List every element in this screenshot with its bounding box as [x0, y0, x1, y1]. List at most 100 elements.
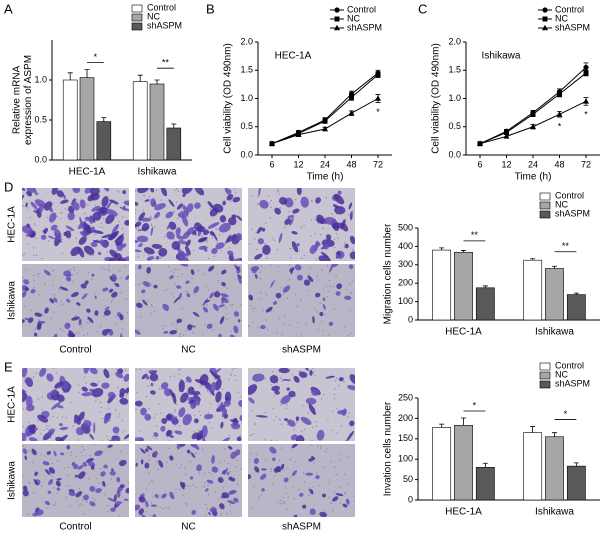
pore [322, 329, 324, 332]
pore [61, 329, 64, 332]
cell [315, 475, 320, 480]
pore [213, 255, 215, 258]
pore [236, 460, 239, 462]
pore [199, 385, 201, 387]
pore [100, 325, 102, 327]
panel-label: D [4, 179, 13, 194]
cell [259, 199, 269, 209]
pore [23, 253, 25, 255]
cell [57, 405, 64, 409]
pore [170, 270, 172, 272]
cell [169, 491, 175, 500]
pore [177, 190, 179, 192]
cell [337, 190, 342, 195]
cell [25, 202, 28, 208]
image-column-label: NC [181, 345, 195, 356]
pore [221, 388, 224, 390]
pore [139, 430, 142, 432]
pore [324, 313, 326, 315]
pore [173, 211, 175, 213]
cell [91, 205, 101, 212]
legend-label: shASPM [555, 22, 590, 32]
cell [150, 504, 157, 507]
cell [278, 368, 290, 374]
cell [39, 368, 47, 377]
cell [163, 331, 169, 334]
legend-label: NC [147, 11, 160, 21]
pore [224, 448, 226, 450]
pore [46, 216, 48, 219]
pore [52, 368, 55, 369]
pore [148, 454, 151, 457]
x-axis-label: Time (h) [515, 172, 552, 183]
pore [108, 407, 110, 410]
pore [319, 234, 322, 236]
pore [106, 467, 109, 470]
pore [276, 190, 278, 192]
pore [320, 445, 322, 448]
cell [26, 404, 35, 412]
cell [191, 509, 196, 515]
pore [333, 308, 335, 310]
pore [324, 509, 326, 512]
cell [24, 377, 33, 386]
error-bar [439, 247, 445, 251]
cell [160, 188, 168, 197]
pore [70, 454, 72, 456]
cell [309, 508, 316, 515]
pore [348, 213, 350, 216]
cell [95, 488, 102, 493]
cell [254, 253, 263, 260]
cell [287, 419, 296, 427]
pore [301, 430, 303, 433]
pore [171, 322, 173, 325]
cell [332, 496, 339, 502]
pore [313, 306, 315, 309]
pore [82, 513, 84, 515]
cell [198, 245, 207, 250]
pore [337, 384, 340, 387]
pore [209, 208, 211, 210]
pore [135, 368, 137, 371]
pore [206, 389, 209, 392]
pore [308, 489, 310, 491]
cell [116, 476, 121, 483]
cell [315, 292, 321, 298]
pore [150, 215, 152, 217]
cell [248, 384, 258, 395]
pore [40, 433, 42, 435]
cell [22, 188, 26, 192]
pore [121, 216, 124, 218]
bar [454, 425, 473, 501]
cell [219, 215, 227, 223]
x-tick-label: HEC-1A [445, 327, 482, 338]
pore [155, 413, 158, 416]
pore [234, 374, 236, 377]
cell [83, 494, 89, 501]
pore [78, 487, 80, 490]
cell [122, 256, 129, 261]
cell [280, 463, 285, 470]
cell [190, 452, 196, 459]
pore [287, 496, 289, 498]
cell [315, 197, 321, 204]
pore [202, 333, 204, 335]
pore [290, 247, 292, 250]
marker [322, 118, 328, 124]
cell [348, 264, 354, 270]
error-bar [461, 417, 466, 426]
cell [120, 333, 123, 337]
cell [89, 501, 96, 507]
pore [295, 335, 297, 337]
legend-swatch [539, 371, 551, 380]
pore [205, 286, 207, 288]
error-bar [530, 426, 536, 433]
pore [316, 311, 319, 313]
cell [145, 500, 149, 508]
pore [312, 426, 314, 428]
pore [112, 298, 114, 301]
cell [152, 450, 158, 457]
micrograph [22, 368, 129, 441]
pore [291, 373, 294, 376]
pore [91, 278, 93, 281]
